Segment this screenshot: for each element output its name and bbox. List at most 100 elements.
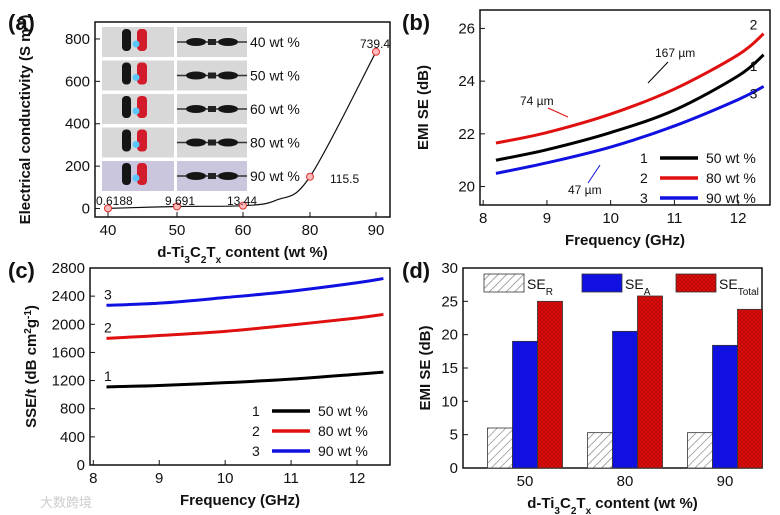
bar bbox=[487, 427, 513, 469]
label-part: 2 bbox=[23, 328, 34, 334]
x-tick-label: 50 bbox=[169, 222, 186, 239]
series-number: 2 bbox=[750, 17, 758, 33]
bar bbox=[637, 295, 663, 469]
film-shape bbox=[208, 39, 216, 45]
data-label: 115.5 bbox=[330, 172, 359, 186]
film-shape bbox=[208, 173, 216, 179]
label-part: d-Ti bbox=[157, 244, 184, 261]
inset-label: 80 wt % bbox=[250, 135, 300, 151]
panel-label: (a) bbox=[8, 10, 35, 35]
y-tick-label: 400 bbox=[60, 429, 85, 446]
label-part: 2 bbox=[201, 255, 207, 266]
clip-shape bbox=[218, 105, 238, 113]
series-line bbox=[106, 370, 384, 389]
y-axis-label: Electrical conductivity (S m-1) bbox=[17, 15, 35, 225]
thickness-annotation: 167 µm bbox=[655, 46, 695, 60]
x-tick-label: 50 bbox=[517, 473, 534, 490]
clip-shape bbox=[218, 71, 238, 80]
inset-label: 50 wt % bbox=[250, 68, 300, 84]
black-clip-shape bbox=[122, 62, 131, 85]
x-tick-label: 80 bbox=[302, 222, 319, 239]
y-tick-label: 800 bbox=[65, 31, 90, 48]
clip-shape bbox=[186, 71, 206, 80]
label-part: T bbox=[576, 495, 585, 512]
x-tick-label: 60 bbox=[235, 222, 252, 239]
series-number: 1 bbox=[104, 368, 112, 384]
annotation-arrow bbox=[647, 61, 669, 84]
clip-shape bbox=[218, 38, 238, 46]
y-tick-label: 22 bbox=[458, 126, 475, 143]
legend-label: 90 wt % bbox=[706, 190, 756, 206]
legend-swatch bbox=[581, 273, 623, 293]
x-tick-label: 90 bbox=[717, 473, 734, 490]
y-tick-label: 20 bbox=[458, 179, 475, 196]
y-tick-label: 26 bbox=[458, 20, 475, 37]
led-shape bbox=[132, 107, 140, 115]
series-line bbox=[495, 53, 765, 162]
data-point bbox=[104, 204, 112, 213]
label-part: EMI SE (dB) bbox=[415, 65, 432, 150]
label-part: g bbox=[23, 319, 40, 328]
label-part: d-Ti bbox=[527, 495, 554, 512]
label-part: T bbox=[206, 244, 215, 261]
x-tick-label: 11 bbox=[283, 470, 299, 487]
clip-shape bbox=[186, 105, 206, 113]
legend-label: SEA bbox=[625, 276, 651, 298]
led-shape bbox=[132, 74, 140, 81]
x-tick-label: 8 bbox=[479, 210, 487, 227]
legend-number: 2 bbox=[252, 423, 260, 439]
label-part: C bbox=[190, 244, 201, 261]
legend-number: 1 bbox=[252, 403, 260, 419]
conductivity-curve bbox=[107, 51, 377, 209]
label-part: SE bbox=[527, 276, 546, 292]
label-part: 3 bbox=[554, 506, 560, 515]
y-tick-label: 200 bbox=[65, 158, 90, 175]
led-shape bbox=[132, 40, 140, 48]
legend-label: SER bbox=[527, 276, 553, 298]
inset-label: 40 wt % bbox=[250, 34, 300, 50]
clip-shape bbox=[218, 172, 238, 180]
plot-frame bbox=[89, 267, 391, 466]
legend-label: SETotal bbox=[719, 276, 759, 298]
red-clip-shape bbox=[137, 129, 147, 152]
bar bbox=[612, 330, 638, 469]
label-part: EMI SE (dB) bbox=[417, 325, 434, 410]
data-label: 739.4 bbox=[360, 37, 390, 51]
label-part: R bbox=[546, 287, 553, 298]
label-part: -1 bbox=[17, 19, 28, 28]
label-part: -1 bbox=[23, 310, 34, 319]
legend-number: 2 bbox=[640, 170, 648, 186]
y-tick-label: 2800 bbox=[52, 260, 85, 277]
inset-label: 90 wt % bbox=[250, 168, 300, 184]
label-part: ) bbox=[17, 15, 34, 20]
x-tick-label: 40 bbox=[100, 222, 117, 239]
y-axis-label: SSE/t (dB cm2g-1) bbox=[23, 305, 41, 428]
legend-label: 90 wt % bbox=[318, 443, 368, 459]
x-tick-label: 10 bbox=[217, 470, 234, 487]
data-point bbox=[173, 202, 181, 211]
series-line bbox=[495, 32, 765, 145]
clip-shape bbox=[186, 138, 206, 147]
legend-label: 50 wt % bbox=[318, 403, 368, 419]
series-line bbox=[106, 312, 384, 340]
y-tick-label: 0 bbox=[450, 460, 458, 477]
x-tick-label: 9 bbox=[155, 470, 163, 487]
series-number: 2 bbox=[104, 319, 112, 335]
annotation-arrow bbox=[547, 107, 569, 118]
x-tick-label: 90 bbox=[368, 222, 385, 239]
series-number: 3 bbox=[104, 286, 112, 302]
legend-label: 80 wt % bbox=[706, 170, 756, 186]
x-tick-label: 10 bbox=[602, 210, 619, 227]
y-tick-label: 2000 bbox=[52, 316, 85, 333]
label-part: 2 bbox=[571, 506, 577, 515]
bar bbox=[512, 340, 538, 469]
x-tick-label: 12 bbox=[349, 470, 366, 487]
y-tick-label: 0 bbox=[82, 201, 90, 218]
legend-number: 3 bbox=[640, 190, 648, 206]
data-label: 9.691 bbox=[165, 194, 195, 208]
black-clip-shape bbox=[122, 163, 131, 185]
inset-label: 60 wt % bbox=[250, 101, 300, 117]
legend-number: 3 bbox=[252, 443, 260, 459]
y-tick-label: 2400 bbox=[52, 288, 85, 305]
